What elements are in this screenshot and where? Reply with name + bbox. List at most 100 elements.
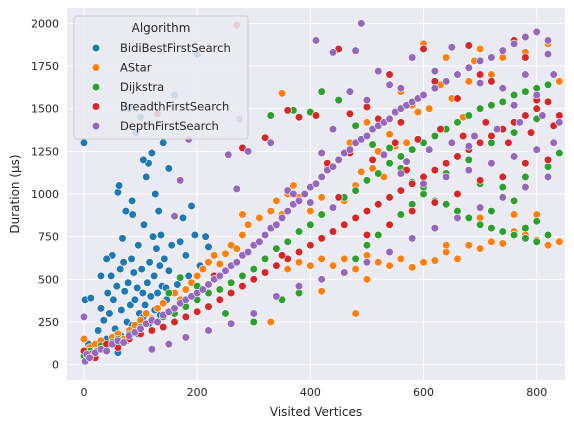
- data-point: [127, 254, 136, 263]
- data-point: [521, 183, 530, 192]
- data-point: [521, 172, 530, 182]
- data-point: [532, 90, 541, 100]
- data-point: [396, 186, 405, 195]
- data-point: [396, 254, 405, 263]
- data-point: [374, 258, 383, 267]
- legend-title: Algorithm: [132, 21, 191, 35]
- data-point: [396, 84, 405, 93]
- data-point: [221, 309, 230, 318]
- data-point: [159, 299, 168, 308]
- data-point: [408, 179, 417, 188]
- data-point: [374, 200, 383, 209]
- data-point: [453, 152, 462, 161]
- data-point: [260, 230, 270, 240]
- data-point: [266, 317, 275, 327]
- data-point: [549, 138, 558, 147]
- x-tick-label: 800: [526, 386, 547, 399]
- data-point: [442, 172, 451, 182]
- data-point: [362, 96, 372, 105]
- data-point: [204, 326, 213, 335]
- data-point: [238, 210, 247, 219]
- data-point: [543, 36, 553, 45]
- data-point: [130, 295, 140, 304]
- data-point: [362, 230, 372, 240]
- data-point: [294, 247, 304, 257]
- data-point: [385, 130, 394, 139]
- data-point: [311, 111, 321, 120]
- data-point: [492, 125, 502, 134]
- data-point: [143, 278, 152, 287]
- data-point: [487, 206, 496, 216]
- data-point: [153, 288, 162, 298]
- data-point: [328, 261, 338, 270]
- data-point: [509, 39, 519, 48]
- data-point: [181, 251, 190, 260]
- data-point: [79, 334, 89, 344]
- data-point: [121, 206, 130, 216]
- data-point: [112, 282, 121, 291]
- legend-entry: Dijkstra: [120, 80, 164, 94]
- data-point: [133, 283, 142, 292]
- data-point: [176, 176, 185, 185]
- data-point: [151, 189, 160, 199]
- y-tick-label: 750: [38, 231, 59, 244]
- data-point: [215, 295, 224, 304]
- data-point: [145, 258, 154, 267]
- data-point: [153, 304, 162, 313]
- data-point: [238, 230, 247, 240]
- data-point: [543, 49, 553, 59]
- data-point: [464, 41, 473, 50]
- data-point: [453, 189, 462, 199]
- data-point: [385, 261, 394, 270]
- data-point: [362, 251, 372, 260]
- data-point: [521, 87, 530, 96]
- data-point: [204, 280, 213, 289]
- data-point: [453, 94, 462, 103]
- data-point: [272, 244, 281, 253]
- data-point: [334, 96, 343, 105]
- data-point: [374, 67, 383, 76]
- data-point: [498, 227, 507, 236]
- data-point: [116, 264, 125, 274]
- data-point: [543, 97, 553, 106]
- data-point: [306, 206, 315, 216]
- legend-marker: [91, 63, 101, 72]
- data-point: [181, 285, 190, 294]
- data-point: [294, 258, 304, 267]
- data-point: [153, 317, 162, 327]
- data-point: [379, 150, 389, 159]
- y-axis-label: Duration (μs): [8, 154, 22, 233]
- data-point: [147, 345, 156, 354]
- data-point: [430, 131, 439, 141]
- data-point: [509, 101, 519, 110]
- data-point: [170, 212, 179, 221]
- data-point: [385, 70, 394, 79]
- data-point: [238, 282, 247, 291]
- data-point: [442, 200, 451, 209]
- y-tick-label: 1750: [31, 60, 59, 73]
- data-point: [260, 133, 270, 142]
- legend-entry: BreadthFirstSearch: [120, 100, 229, 114]
- data-point: [294, 196, 304, 205]
- data-point: [436, 125, 445, 134]
- data-point: [86, 293, 95, 303]
- legend-entry: AStar: [120, 61, 152, 75]
- data-point: [362, 176, 372, 185]
- data-point: [227, 319, 236, 328]
- data-point: [164, 340, 173, 349]
- data-point: [120, 287, 129, 296]
- data-point: [368, 164, 377, 173]
- data-point: [119, 338, 128, 347]
- data-point: [351, 121, 360, 130]
- data-point: [311, 179, 321, 188]
- data-point: [317, 287, 326, 296]
- data-point: [464, 77, 473, 86]
- y-tick-label: 2000: [31, 17, 59, 30]
- data-point: [362, 241, 372, 250]
- data-point: [408, 206, 417, 216]
- data-point: [85, 353, 94, 362]
- data-point: [430, 224, 439, 233]
- data-point: [79, 138, 89, 147]
- data-point: [509, 128, 519, 137]
- data-point: [249, 309, 258, 318]
